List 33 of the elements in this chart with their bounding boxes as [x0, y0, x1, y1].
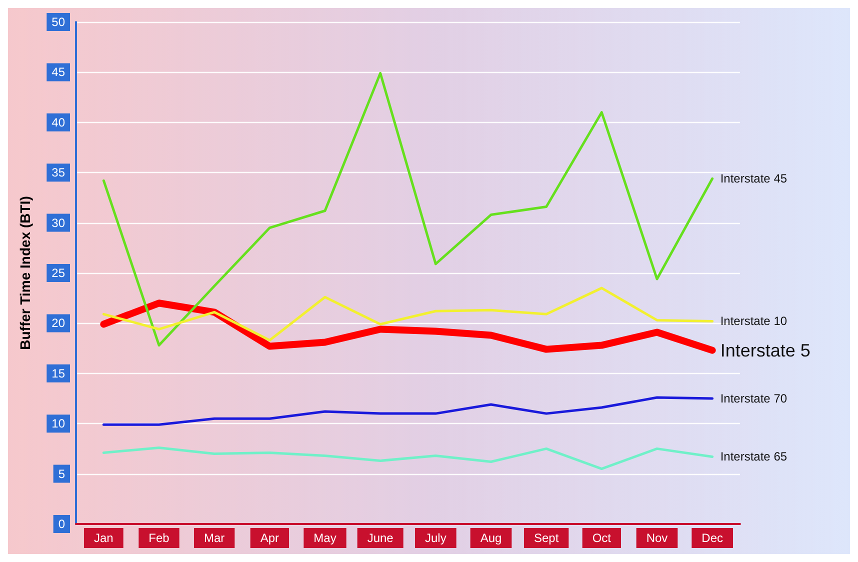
y-tick-label: 45 — [52, 65, 66, 80]
y-axis-title: Buffer Time Index (BTI) — [17, 196, 33, 350]
y-tick-label: 25 — [52, 266, 66, 280]
y-tick-label: 50 — [52, 15, 66, 29]
line-series — [102, 446, 714, 470]
y-tick-label: 30 — [52, 216, 66, 230]
x-tick-label: Nov — [646, 531, 668, 545]
x-tick-label: May — [314, 531, 336, 545]
series-label: Interstate 65 — [720, 450, 788, 464]
series-label: Interstate 45 — [720, 172, 788, 186]
series-label: Interstate 70 — [720, 392, 788, 406]
x-tick-label: Jan — [94, 531, 114, 545]
y-tick-label: 5 — [58, 466, 66, 481]
line-series — [102, 396, 714, 426]
x-tick-label: Feb — [148, 531, 170, 545]
series-label: Interstate 10 — [720, 314, 788, 328]
line-series — [102, 286, 714, 342]
x-tick-label: June — [367, 531, 394, 545]
y-tick-label: 10 — [52, 416, 66, 431]
x-tick-label: Mar — [204, 531, 225, 545]
y-tick-label: 0 — [58, 517, 66, 531]
y-tick-label: 40 — [52, 115, 66, 130]
x-tick-label: July — [424, 531, 446, 545]
x-tick-label: Aug — [480, 531, 502, 545]
x-tick-label: Oct — [592, 531, 612, 545]
series-label: Interstate 5 — [720, 340, 810, 360]
y-tick-label: 35 — [52, 166, 66, 180]
y-tick-label: 20 — [52, 316, 66, 330]
x-tick-label: Apr — [260, 531, 280, 545]
y-tick-label: 15 — [52, 366, 66, 380]
x-tick-label: Dec — [702, 531, 724, 545]
x-tick-label: Sept — [534, 531, 560, 545]
line-series — [102, 72, 714, 347]
